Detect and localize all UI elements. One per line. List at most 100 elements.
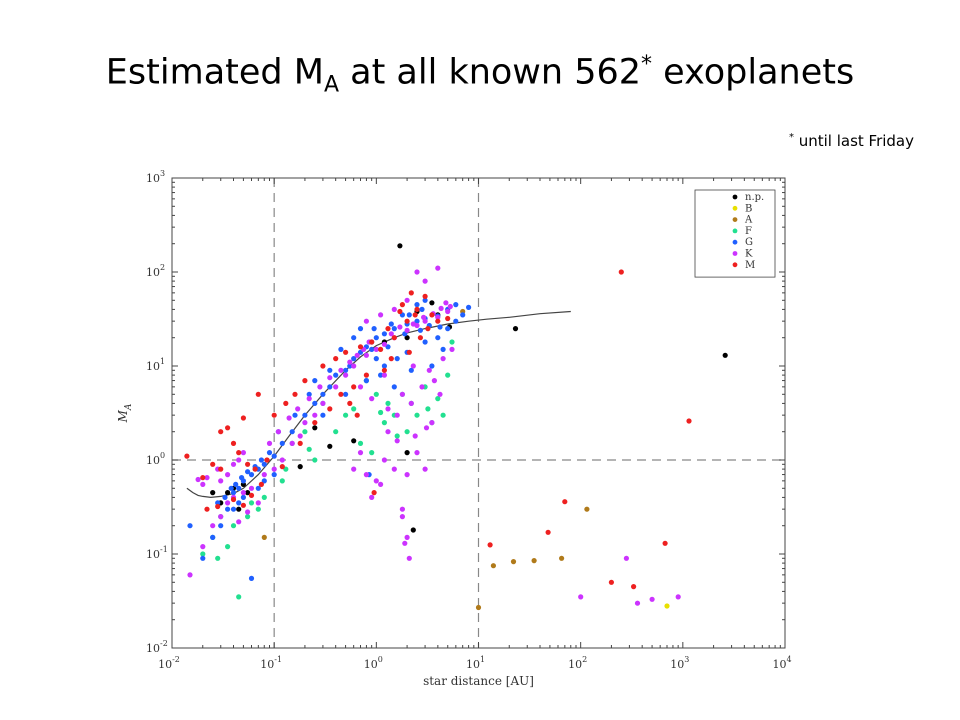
data-point-K — [391, 306, 397, 312]
data-point-G — [230, 490, 237, 496]
data-point-K — [422, 278, 428, 284]
data-point-G — [347, 363, 353, 369]
data-point-M — [397, 308, 403, 315]
data-point-M — [408, 290, 414, 296]
title-end: exoplanets — [652, 52, 855, 93]
data-point-G — [271, 472, 277, 478]
data-point-M — [240, 502, 246, 508]
data-point-K — [338, 367, 344, 373]
data-point-F — [255, 506, 261, 512]
data-point-K — [261, 472, 267, 478]
data-point-K — [385, 429, 391, 435]
data-point-G — [210, 534, 216, 541]
data-point-M — [215, 503, 221, 510]
data-point-K — [297, 433, 303, 439]
data-point-G — [388, 321, 394, 327]
data-point-G — [320, 412, 326, 418]
data-point-K — [306, 396, 312, 402]
x-tick-label: 104 — [772, 655, 791, 671]
x-axis-label: star distance [AU] — [423, 674, 534, 688]
data-point-G — [357, 326, 364, 332]
legend-marker — [732, 217, 738, 223]
data-point-M — [338, 391, 344, 397]
data-point-K — [279, 457, 285, 463]
data-point-K — [200, 481, 206, 487]
data-point-G — [320, 391, 326, 397]
data-point-np — [210, 490, 216, 496]
legend-marker — [732, 251, 738, 256]
data-point-K — [422, 318, 428, 324]
data-point-G — [333, 372, 339, 378]
data-point-G — [406, 312, 412, 318]
data-point-M — [429, 312, 435, 318]
data-point-F — [333, 429, 339, 435]
data-point-M — [686, 418, 692, 424]
data-point-G — [369, 346, 375, 352]
plot-frame — [171, 177, 786, 649]
data-point-G — [239, 475, 245, 481]
data-point-M — [236, 450, 242, 456]
data-point-M — [255, 391, 261, 397]
data-point-K — [421, 314, 427, 320]
data-point-K — [438, 305, 444, 311]
data-point-G — [228, 485, 234, 491]
data-point-K — [312, 412, 318, 418]
data-point-M — [357, 344, 364, 350]
data-point-G — [453, 318, 459, 324]
data-point-K — [378, 312, 384, 318]
data-point-K — [410, 321, 416, 327]
data-point-M — [662, 540, 668, 546]
data-point-G — [312, 400, 318, 406]
legend-label: M — [745, 260, 755, 271]
data-point-np — [512, 326, 519, 332]
data-point-M — [240, 415, 246, 421]
data-point-F — [385, 400, 391, 406]
data-point-G — [215, 500, 221, 506]
data-point-F — [245, 514, 251, 520]
data-point-M — [388, 356, 394, 362]
data-point-K — [357, 384, 364, 390]
data-point-F — [425, 406, 431, 412]
data-point-K — [410, 363, 416, 369]
data-point-K — [402, 540, 408, 546]
data-point-np — [225, 490, 231, 496]
data-point-M — [327, 406, 333, 412]
data-point-K — [266, 440, 273, 446]
data-point-K — [187, 572, 193, 578]
data-point-K — [419, 384, 425, 390]
footnote-text: until last Friday — [793, 132, 914, 150]
data-point-G — [466, 304, 472, 310]
data-point-G — [289, 429, 295, 435]
data-point-np — [236, 506, 242, 512]
data-point-M — [312, 420, 318, 426]
data-point-G — [414, 302, 420, 308]
y-tick-label: 102 — [146, 263, 165, 279]
data-point-K — [225, 472, 231, 478]
data-point-K — [385, 406, 391, 412]
footnote: * until last Friday — [789, 132, 914, 150]
data-point-F — [225, 544, 231, 550]
data-point-K — [378, 481, 384, 487]
data-point-G — [373, 356, 379, 362]
data-point-G — [381, 331, 387, 337]
reference-lines — [172, 178, 785, 648]
data-point-F — [236, 594, 242, 600]
data-point-K — [422, 466, 428, 472]
data-point-K — [435, 265, 441, 271]
data-point-np — [245, 490, 251, 496]
legend-marker — [732, 228, 738, 234]
title-prefix: Estimated M — [105, 52, 324, 93]
data-point-G — [391, 384, 397, 390]
data-point-G — [437, 324, 443, 330]
data-point-M — [283, 400, 289, 406]
data-point-K — [394, 438, 400, 444]
data-point-G — [240, 494, 246, 500]
data-point-G — [429, 363, 435, 369]
data-point-K — [426, 367, 432, 373]
data-point-M — [608, 579, 615, 585]
data-point-G — [422, 297, 428, 303]
data-point-M — [230, 496, 237, 503]
data-point-G — [248, 575, 255, 582]
